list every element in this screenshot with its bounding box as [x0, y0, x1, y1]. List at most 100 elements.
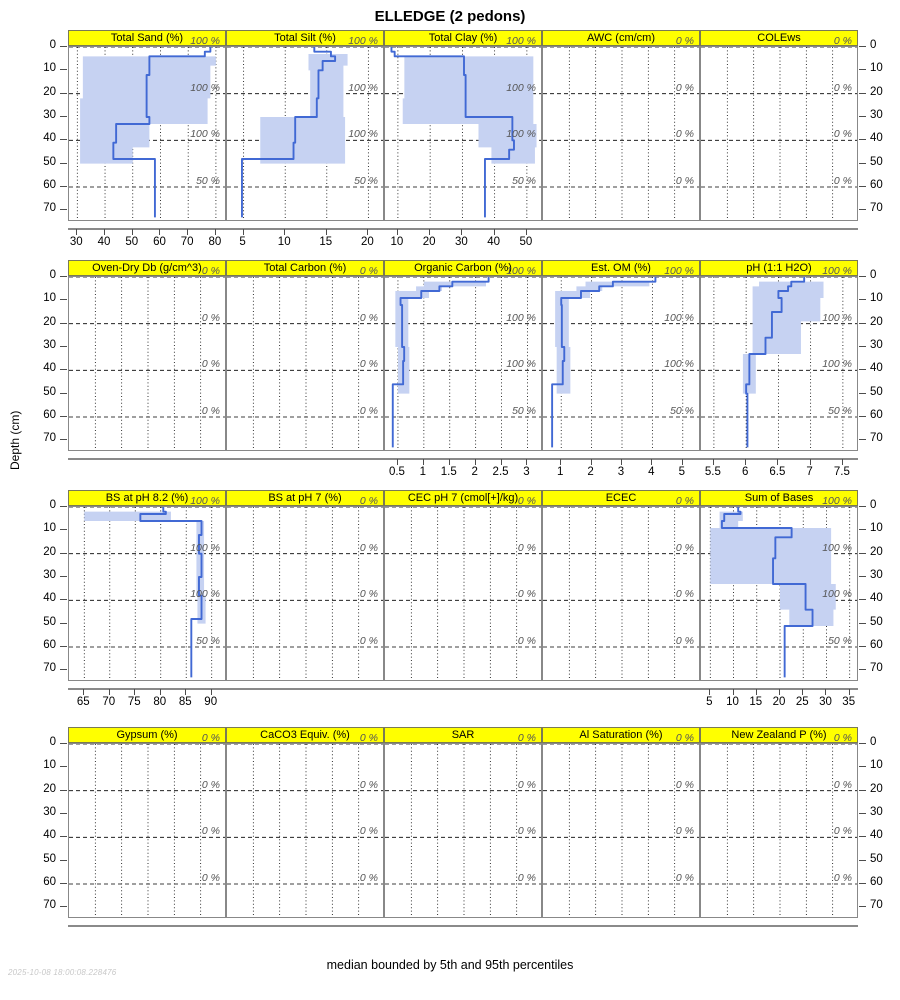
- y-tick-label-right: 70: [870, 662, 883, 675]
- panel-annotation: 0 %: [517, 495, 536, 507]
- y-tick-mark-right: [859, 369, 866, 371]
- panel-annotation: 0 %: [675, 778, 694, 791]
- panel-annotation: 100 %: [664, 311, 694, 324]
- x-tick-mark: [526, 459, 528, 465]
- x-tick-label: 30: [819, 696, 832, 708]
- panel-strip-label: CEC pH 7 (cmol[+]/kg): [384, 490, 542, 506]
- y-tick-mark-left: [60, 743, 67, 744]
- x-tick-mark: [159, 229, 161, 235]
- y-tick-label-left: 10: [43, 62, 56, 75]
- panel-annotation: 0 %: [675, 81, 694, 94]
- panel-annotation: 50 %: [512, 175, 536, 187]
- panel-annotation: 100 %: [190, 541, 220, 554]
- panel-annotation: 0 %: [833, 128, 852, 141]
- y-tick-label-right: 50: [870, 615, 883, 628]
- y-tick-mark-left: [60, 836, 67, 838]
- y-tick-mark-left: [60, 209, 67, 211]
- panel-annotation: 100 %: [506, 265, 536, 277]
- y-tick-mark-left: [60, 186, 67, 187]
- y-tick-mark-right: [859, 139, 866, 141]
- x-tick-mark: [590, 459, 592, 465]
- x-tick-mark: [325, 229, 327, 235]
- x-tick-label: 2: [471, 466, 478, 478]
- x-axis-line: [542, 688, 700, 690]
- x-tick-mark: [802, 689, 804, 695]
- x-tick-label: 10: [390, 236, 404, 248]
- x-tick-label: 20: [360, 236, 374, 248]
- panel-strip-label: Sum of Bases: [700, 490, 858, 506]
- plot-panel: [700, 46, 858, 221]
- y-tick-label-right: 50: [870, 155, 883, 168]
- panel-annotation: 0 %: [675, 128, 694, 141]
- panel-annotation: 0 %: [675, 635, 694, 647]
- x-tick-mark: [422, 459, 424, 465]
- panel-strip-label: New Zealand P (%): [700, 727, 858, 743]
- panel-annotation: 100 %: [506, 35, 536, 47]
- y-tick-mark-right: [859, 392, 866, 394]
- y-tick-mark-right: [859, 669, 866, 671]
- x-tick-mark: [651, 459, 653, 465]
- x-axis-line: [226, 688, 384, 690]
- y-tick-label-left: 20: [43, 85, 56, 98]
- x-tick-mark: [76, 229, 78, 235]
- x-tick-label: 75: [127, 696, 141, 708]
- y-tick-mark-left: [60, 369, 67, 371]
- y-tick-mark-right: [859, 883, 866, 884]
- panel-annotation: 0 %: [675, 495, 694, 507]
- x-axis-line: [68, 458, 226, 460]
- y-tick-mark-right: [859, 859, 866, 861]
- panel-annotation: 100 %: [506, 358, 536, 371]
- y-tick-label-left: 60: [43, 409, 56, 421]
- y-tick-label-left: 70: [43, 662, 56, 675]
- y-tick-mark-left: [60, 859, 67, 861]
- x-tick-label: 0.5: [388, 466, 405, 478]
- x-tick-mark: [732, 689, 734, 695]
- y-tick-label-right: 70: [870, 432, 883, 445]
- render-timestamp: 2025-10-08 18:00:08.228476: [8, 968, 117, 977]
- x-tick-mark: [825, 689, 827, 695]
- x-tick-label: 1: [557, 466, 564, 478]
- x-tick-mark: [755, 689, 757, 695]
- y-tick-mark-right: [859, 186, 866, 187]
- x-tick-label: 3: [617, 466, 625, 478]
- percentile-band: [395, 281, 487, 394]
- panel-strip-label: Gypsum (%): [68, 727, 226, 743]
- panel-annotation: 0 %: [675, 732, 694, 744]
- x-tick-mark: [214, 229, 216, 235]
- x-tick-mark: [709, 689, 711, 695]
- x-tick-label: 3: [523, 466, 530, 478]
- x-tick-mark: [367, 229, 369, 235]
- panel-annotation: 50 %: [670, 405, 694, 417]
- y-tick-mark-right: [859, 299, 866, 301]
- x-axis-line: [384, 228, 542, 230]
- y-tick-label-left: 30: [43, 109, 56, 121]
- panel-strip-label: Total Clay (%): [384, 30, 542, 46]
- panel-strip-label: Total Sand (%): [68, 30, 226, 46]
- y-tick-label-left: 40: [43, 592, 56, 605]
- panel-annotation: 0 %: [517, 732, 536, 744]
- plot-panel: [542, 46, 700, 221]
- panel-annotation: 0 %: [359, 405, 378, 417]
- panel-annotation: 50 %: [828, 635, 852, 647]
- x-tick-label: 1: [419, 466, 427, 478]
- x-tick-label: 20: [772, 696, 786, 708]
- x-tick-mark: [461, 229, 463, 235]
- x-axis-line: [542, 228, 700, 230]
- y-tick-mark-right: [859, 276, 866, 277]
- median-line: [241, 47, 337, 218]
- x-tick-label: 7: [806, 466, 813, 478]
- x-tick-label: 6.5: [769, 466, 786, 478]
- x-axis-line: [542, 458, 700, 460]
- percentile-band: [260, 54, 348, 164]
- x-axis-line: [68, 228, 226, 230]
- y-tick-mark-right: [859, 576, 866, 577]
- y-tick-mark-right: [859, 209, 866, 211]
- panel-strip-label: Total Carbon (%): [226, 260, 384, 276]
- panel-annotation: 0 %: [833, 825, 852, 838]
- y-tick-label-left: 50: [43, 155, 56, 168]
- x-tick-label: 4: [648, 466, 655, 478]
- plot-panel: [700, 743, 858, 918]
- x-tick-mark: [104, 229, 106, 235]
- median-line: [139, 507, 203, 678]
- y-tick-label-right: 30: [870, 339, 883, 351]
